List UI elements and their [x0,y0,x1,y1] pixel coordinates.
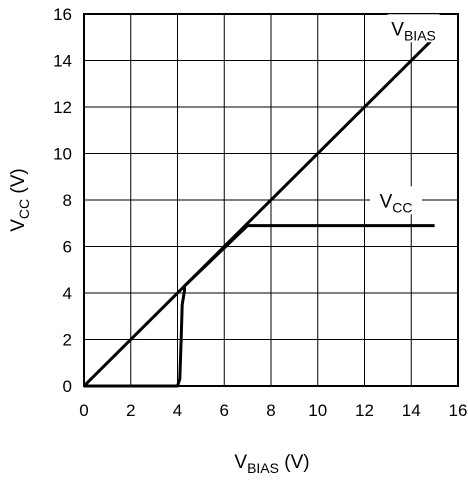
plot-frame [83,13,459,387]
series-annotation-0: VBIAS [391,19,436,43]
y-tick-label-7: 14 [53,52,72,71]
x-tick-label-2: 4 [173,401,182,420]
series-line-0 [82,36,436,388]
y-tick-label-4: 8 [63,191,72,210]
y-tick-label-8: 16 [53,5,72,24]
x-tick-label-6: 12 [355,401,374,420]
y-tick-label-3: 6 [63,238,72,257]
y-tick-labels: 0 2 4 6 8 10 12 14 16 [53,5,72,396]
x-tick-label-3: 6 [220,401,229,420]
y-axis-label: VCC (V) [8,168,32,232]
series-annotation-1: VCC [380,191,413,215]
x-tick-label-8: 16 [449,401,468,420]
x-tick-label-7: 14 [402,401,421,420]
y-tick-label-0: 0 [63,377,72,396]
annotation-backdrop-0 [387,14,440,43]
series-line-1 [84,224,435,388]
series-annotations: VBIAS VCC [370,14,440,215]
x-tick-label-4: 8 [266,401,275,420]
x-tick-labels: 0 2 4 6 8 10 12 14 16 [79,401,467,420]
y-tick-label-2: 4 [63,284,72,303]
y-tick-label-6: 12 [53,98,72,117]
y-tick-label-1: 2 [63,331,72,350]
y-tick-label-5: 10 [53,145,72,164]
x-axis-label: VBIAS (V) [234,452,309,476]
x-tick-label-5: 10 [308,401,327,420]
annotation-backdrop-1 [370,186,423,215]
x-tick-label-1: 2 [126,401,135,420]
series-lines [82,36,436,388]
x-tick-label-0: 0 [79,401,88,420]
